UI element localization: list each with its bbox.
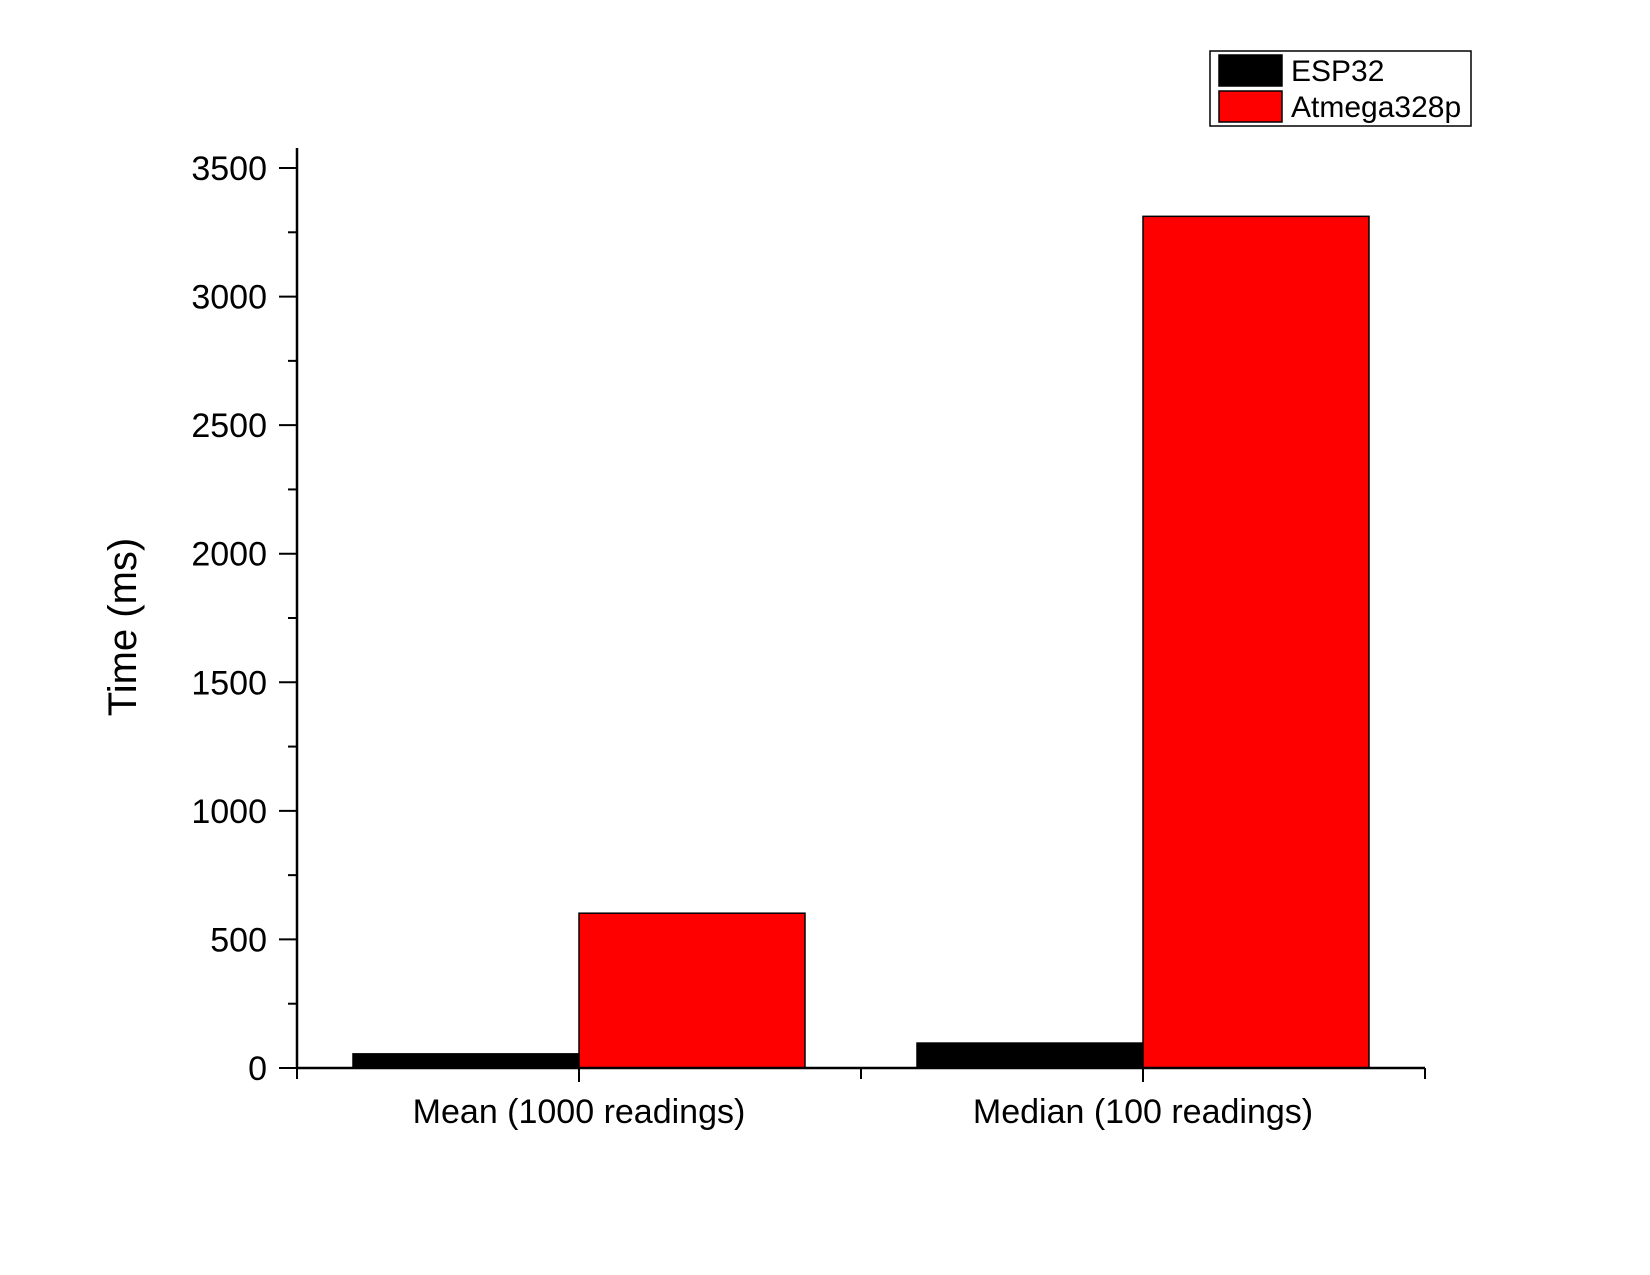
bar-esp32-1 bbox=[352, 1053, 580, 1069]
y-tick-label: 500 bbox=[210, 921, 267, 959]
y-tick-label: 1500 bbox=[191, 664, 267, 702]
x-ticks-group: Mean (1000 readings) Median (100 readings… bbox=[296, 1068, 1426, 1131]
y-tick-label: 1000 bbox=[191, 793, 267, 831]
y-ticks-group: 0 500 1000 1500 2000 2500 3000 3500 bbox=[191, 150, 297, 1088]
y-tick-label: 3500 bbox=[191, 150, 267, 188]
bar-atmega328p-2 bbox=[1142, 215, 1370, 1069]
bars-group bbox=[352, 215, 1370, 1069]
y-tick-label: 3000 bbox=[191, 279, 267, 317]
y-tick-label: 0 bbox=[248, 1050, 267, 1088]
axes-group: 0 500 1000 1500 2000 2500 3000 3500 Mean (1000 … bbox=[191, 148, 1426, 1131]
legend-swatch-esp32 bbox=[1218, 54, 1283, 87]
x-tick-label: Median (100 readings) bbox=[973, 1093, 1313, 1131]
legend-label-atmega328p: Atmega328p bbox=[1291, 91, 1461, 124]
legend-swatch-atmega328p bbox=[1218, 90, 1283, 123]
x-tick-label: Mean (1000 readings) bbox=[413, 1093, 746, 1131]
y-axis-title: Time (ms) bbox=[101, 538, 145, 716]
bar-esp32-2 bbox=[916, 1042, 1144, 1069]
legend-label-esp32: ESP32 bbox=[1291, 55, 1384, 88]
bar-atmega328p-1 bbox=[578, 912, 806, 1069]
legend: ESP32 Atmega328p bbox=[1209, 50, 1472, 127]
y-tick-label: 2000 bbox=[191, 536, 267, 574]
y-tick-label: 2500 bbox=[191, 407, 267, 445]
